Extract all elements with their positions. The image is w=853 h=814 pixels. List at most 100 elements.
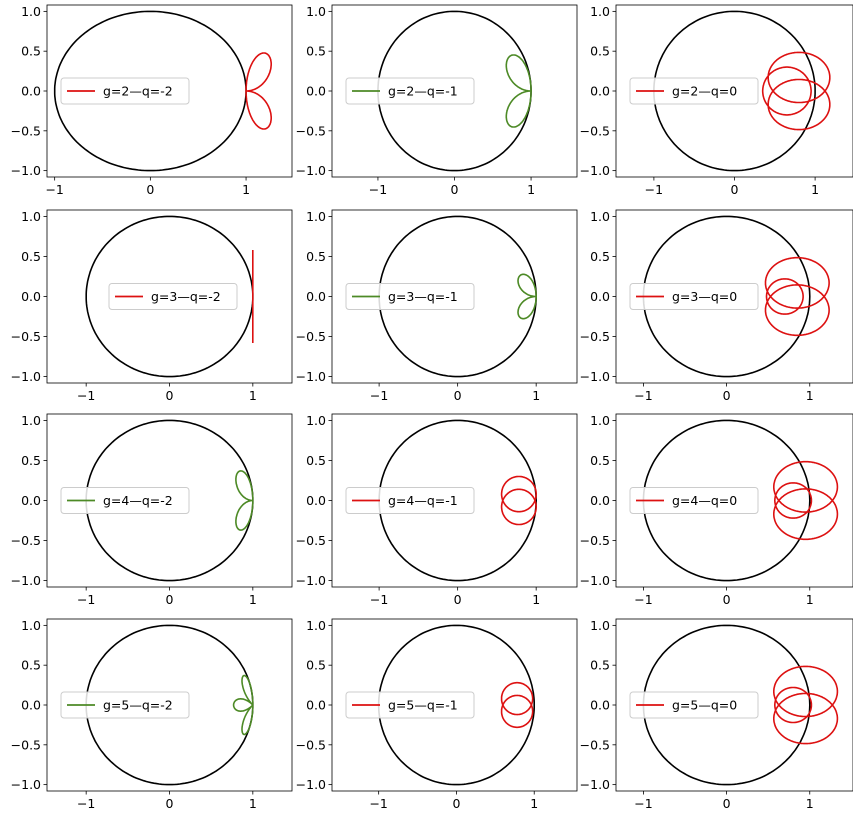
xtick-label: 1 bbox=[806, 388, 814, 403]
xtick-label: −1 bbox=[370, 592, 388, 607]
ytick-label: −1.0 bbox=[11, 777, 41, 792]
legend-box bbox=[345, 487, 475, 514]
series-curve-line bbox=[235, 470, 254, 531]
series-curve-line bbox=[773, 665, 839, 745]
ytick-label: −1.0 bbox=[11, 369, 41, 384]
ytick-label: 1.0 bbox=[590, 618, 610, 633]
ytick-label: 1.0 bbox=[306, 209, 326, 224]
series-curve-line bbox=[500, 681, 534, 729]
xtick-label: −1 bbox=[77, 388, 95, 403]
ytick-label: 1.0 bbox=[306, 413, 326, 428]
ytick-label: 0.0 bbox=[21, 84, 41, 99]
ytick-label: −1.0 bbox=[296, 369, 326, 384]
subplot-g3-q0: 1.0 0.5 0.0 −0.5 −1.0 −1 0 1 g=3—q=0 bbox=[580, 209, 853, 403]
xtick-label: −1 bbox=[369, 182, 387, 197]
xtick-label: 1 bbox=[249, 796, 257, 811]
ytick-label: 0.0 bbox=[21, 493, 41, 508]
xtick-label: −1 bbox=[77, 592, 95, 607]
ytick-label: 0.0 bbox=[306, 493, 326, 508]
series-curve-line bbox=[773, 460, 839, 541]
ytick-label: 1.0 bbox=[21, 4, 41, 19]
ytick-label: −1.0 bbox=[11, 573, 41, 588]
ytick-label: 0.0 bbox=[590, 289, 610, 304]
ytick-label: −0.5 bbox=[11, 533, 41, 548]
xtick-label: 0 bbox=[452, 796, 460, 811]
legend-box bbox=[629, 487, 759, 514]
ytick-label: 0.5 bbox=[21, 453, 41, 468]
ytick-label: 0.5 bbox=[306, 658, 326, 673]
series-curve-line bbox=[500, 475, 537, 526]
ytick-label: −0.5 bbox=[296, 737, 326, 752]
series-curve-line bbox=[764, 256, 830, 337]
xtick-label: −1 bbox=[369, 796, 387, 811]
subplot-g4-q0: 1.0 0.5 0.0 −0.5 −1.0 −1 0 1 g=4—q=0 bbox=[580, 413, 853, 607]
legend-label: g=3—q=0 bbox=[672, 289, 737, 304]
subplot-g3-q-1: 1.0 0.5 0.0 −0.5 −1.0 −1 0 1 g=3—q=-1 bbox=[296, 209, 578, 403]
xtick-label: −1 bbox=[645, 182, 663, 197]
legend-label: g=3—q=-1 bbox=[388, 289, 458, 304]
ytick-label: 0.0 bbox=[590, 493, 610, 508]
legend-box bbox=[60, 487, 190, 514]
ytick-label: −0.5 bbox=[296, 533, 326, 548]
ytick-label: −0.5 bbox=[11, 123, 41, 138]
ytick-label: −0.5 bbox=[296, 329, 326, 344]
ytick-label: 0.0 bbox=[590, 84, 610, 99]
series-curve-line bbox=[505, 54, 532, 128]
ytick-label: 0.0 bbox=[21, 289, 41, 304]
legend-label: g=2—q=-2 bbox=[103, 84, 173, 99]
legend-box bbox=[345, 691, 475, 719]
xtick-label: 0 bbox=[166, 388, 174, 403]
legend-box bbox=[60, 77, 190, 105]
ytick-label: 1.0 bbox=[590, 4, 610, 19]
xtick-label: 0 bbox=[454, 592, 462, 607]
ytick-label: 0.5 bbox=[306, 249, 326, 264]
ytick-label: −0.5 bbox=[580, 123, 610, 138]
ytick-label: −1.0 bbox=[580, 369, 610, 384]
legend-label: g=5—q=-2 bbox=[103, 698, 173, 713]
ytick-label: 0.5 bbox=[590, 44, 610, 59]
legend-box bbox=[629, 691, 759, 719]
xtick-label: 1 bbox=[806, 592, 814, 607]
legend-label: g=3—q=-2 bbox=[151, 289, 221, 304]
legend-label: g=4—q=0 bbox=[672, 493, 737, 508]
ytick-label: 0.5 bbox=[590, 249, 610, 264]
subplot-g4-q-1: 1.0 0.5 0.0 −0.5 −1.0 −1 0 1 g=4—q=-1 bbox=[296, 413, 578, 607]
ytick-label: −1.0 bbox=[580, 163, 610, 178]
xtick-label: −1 bbox=[634, 796, 652, 811]
ytick-label: 0.5 bbox=[21, 44, 41, 59]
legend-box bbox=[345, 283, 475, 310]
xtick-label: 1 bbox=[249, 592, 257, 607]
series-curve-line bbox=[245, 52, 272, 130]
xtick-label: 0 bbox=[146, 182, 154, 197]
ytick-label: −0.5 bbox=[580, 533, 610, 548]
ytick-label: 0.0 bbox=[21, 698, 41, 713]
xtick-label: 0 bbox=[454, 388, 462, 403]
ytick-label: 0.0 bbox=[590, 698, 610, 713]
ytick-label: −1.0 bbox=[580, 777, 610, 792]
subplot-g5-q-1: 1.0 0.5 0.0 −0.5 −1.0 −1 0 1 g=5—q=-1 bbox=[296, 618, 578, 811]
xtick-label: 0 bbox=[166, 796, 174, 811]
subplot-g3-q-2: 1.0 0.5 0.0 −0.5 −1.0 −1 0 1 g=3—q=-2 bbox=[11, 209, 293, 403]
legend-label: g=2—q=-1 bbox=[388, 84, 458, 99]
xtick-label: 0 bbox=[723, 592, 731, 607]
legend-box bbox=[60, 691, 190, 719]
ytick-label: 0.5 bbox=[590, 658, 610, 673]
ytick-label: −1.0 bbox=[296, 163, 326, 178]
xtick-label: 1 bbox=[532, 388, 540, 403]
xtick-label: 1 bbox=[242, 182, 250, 197]
xtick-label: 0 bbox=[731, 182, 739, 197]
ytick-label: 1.0 bbox=[21, 209, 41, 224]
series-curve-line bbox=[761, 51, 831, 131]
ytick-label: 1.0 bbox=[306, 618, 326, 633]
unit-circle-line bbox=[85, 215, 254, 378]
ytick-label: −1.0 bbox=[296, 573, 326, 588]
subplot-g2-q-1: 1.0 0.5 0.0 −0.5 −1.0 −1 0 1 g=2—q=-1 bbox=[296, 4, 578, 197]
xtick-label: 1 bbox=[249, 388, 257, 403]
ytick-label: −1.0 bbox=[11, 163, 41, 178]
legend-label: g=2—q=0 bbox=[672, 84, 737, 99]
ytick-label: −0.5 bbox=[580, 737, 610, 752]
xtick-label: −1 bbox=[370, 388, 388, 403]
xtick-label: 0 bbox=[166, 592, 174, 607]
xtick-label: 1 bbox=[811, 182, 819, 197]
